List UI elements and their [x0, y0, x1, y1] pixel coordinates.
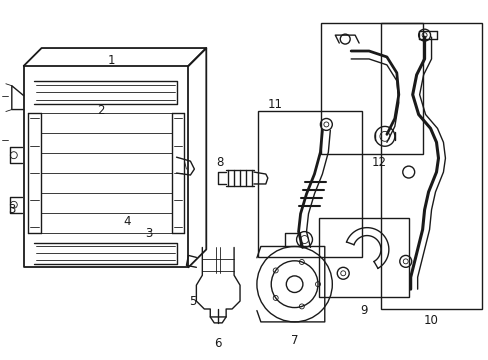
Text: 2: 2 [97, 104, 104, 117]
Text: 6: 6 [214, 337, 222, 350]
Text: 1: 1 [107, 54, 115, 67]
Text: 5: 5 [188, 294, 196, 307]
Text: 7: 7 [290, 334, 298, 347]
Text: 12: 12 [371, 156, 386, 168]
Text: 9: 9 [360, 305, 367, 318]
Bar [257, 111, 361, 257]
Text: 8: 8 [216, 156, 224, 168]
Bar [380, 23, 481, 309]
Text: 11: 11 [267, 98, 282, 111]
Text: 4: 4 [123, 215, 130, 228]
Text: 3: 3 [145, 227, 152, 240]
Bar [321, 23, 422, 154]
Bar [319, 218, 408, 297]
Text: 3: 3 [8, 203, 16, 216]
Text: 10: 10 [423, 314, 438, 327]
